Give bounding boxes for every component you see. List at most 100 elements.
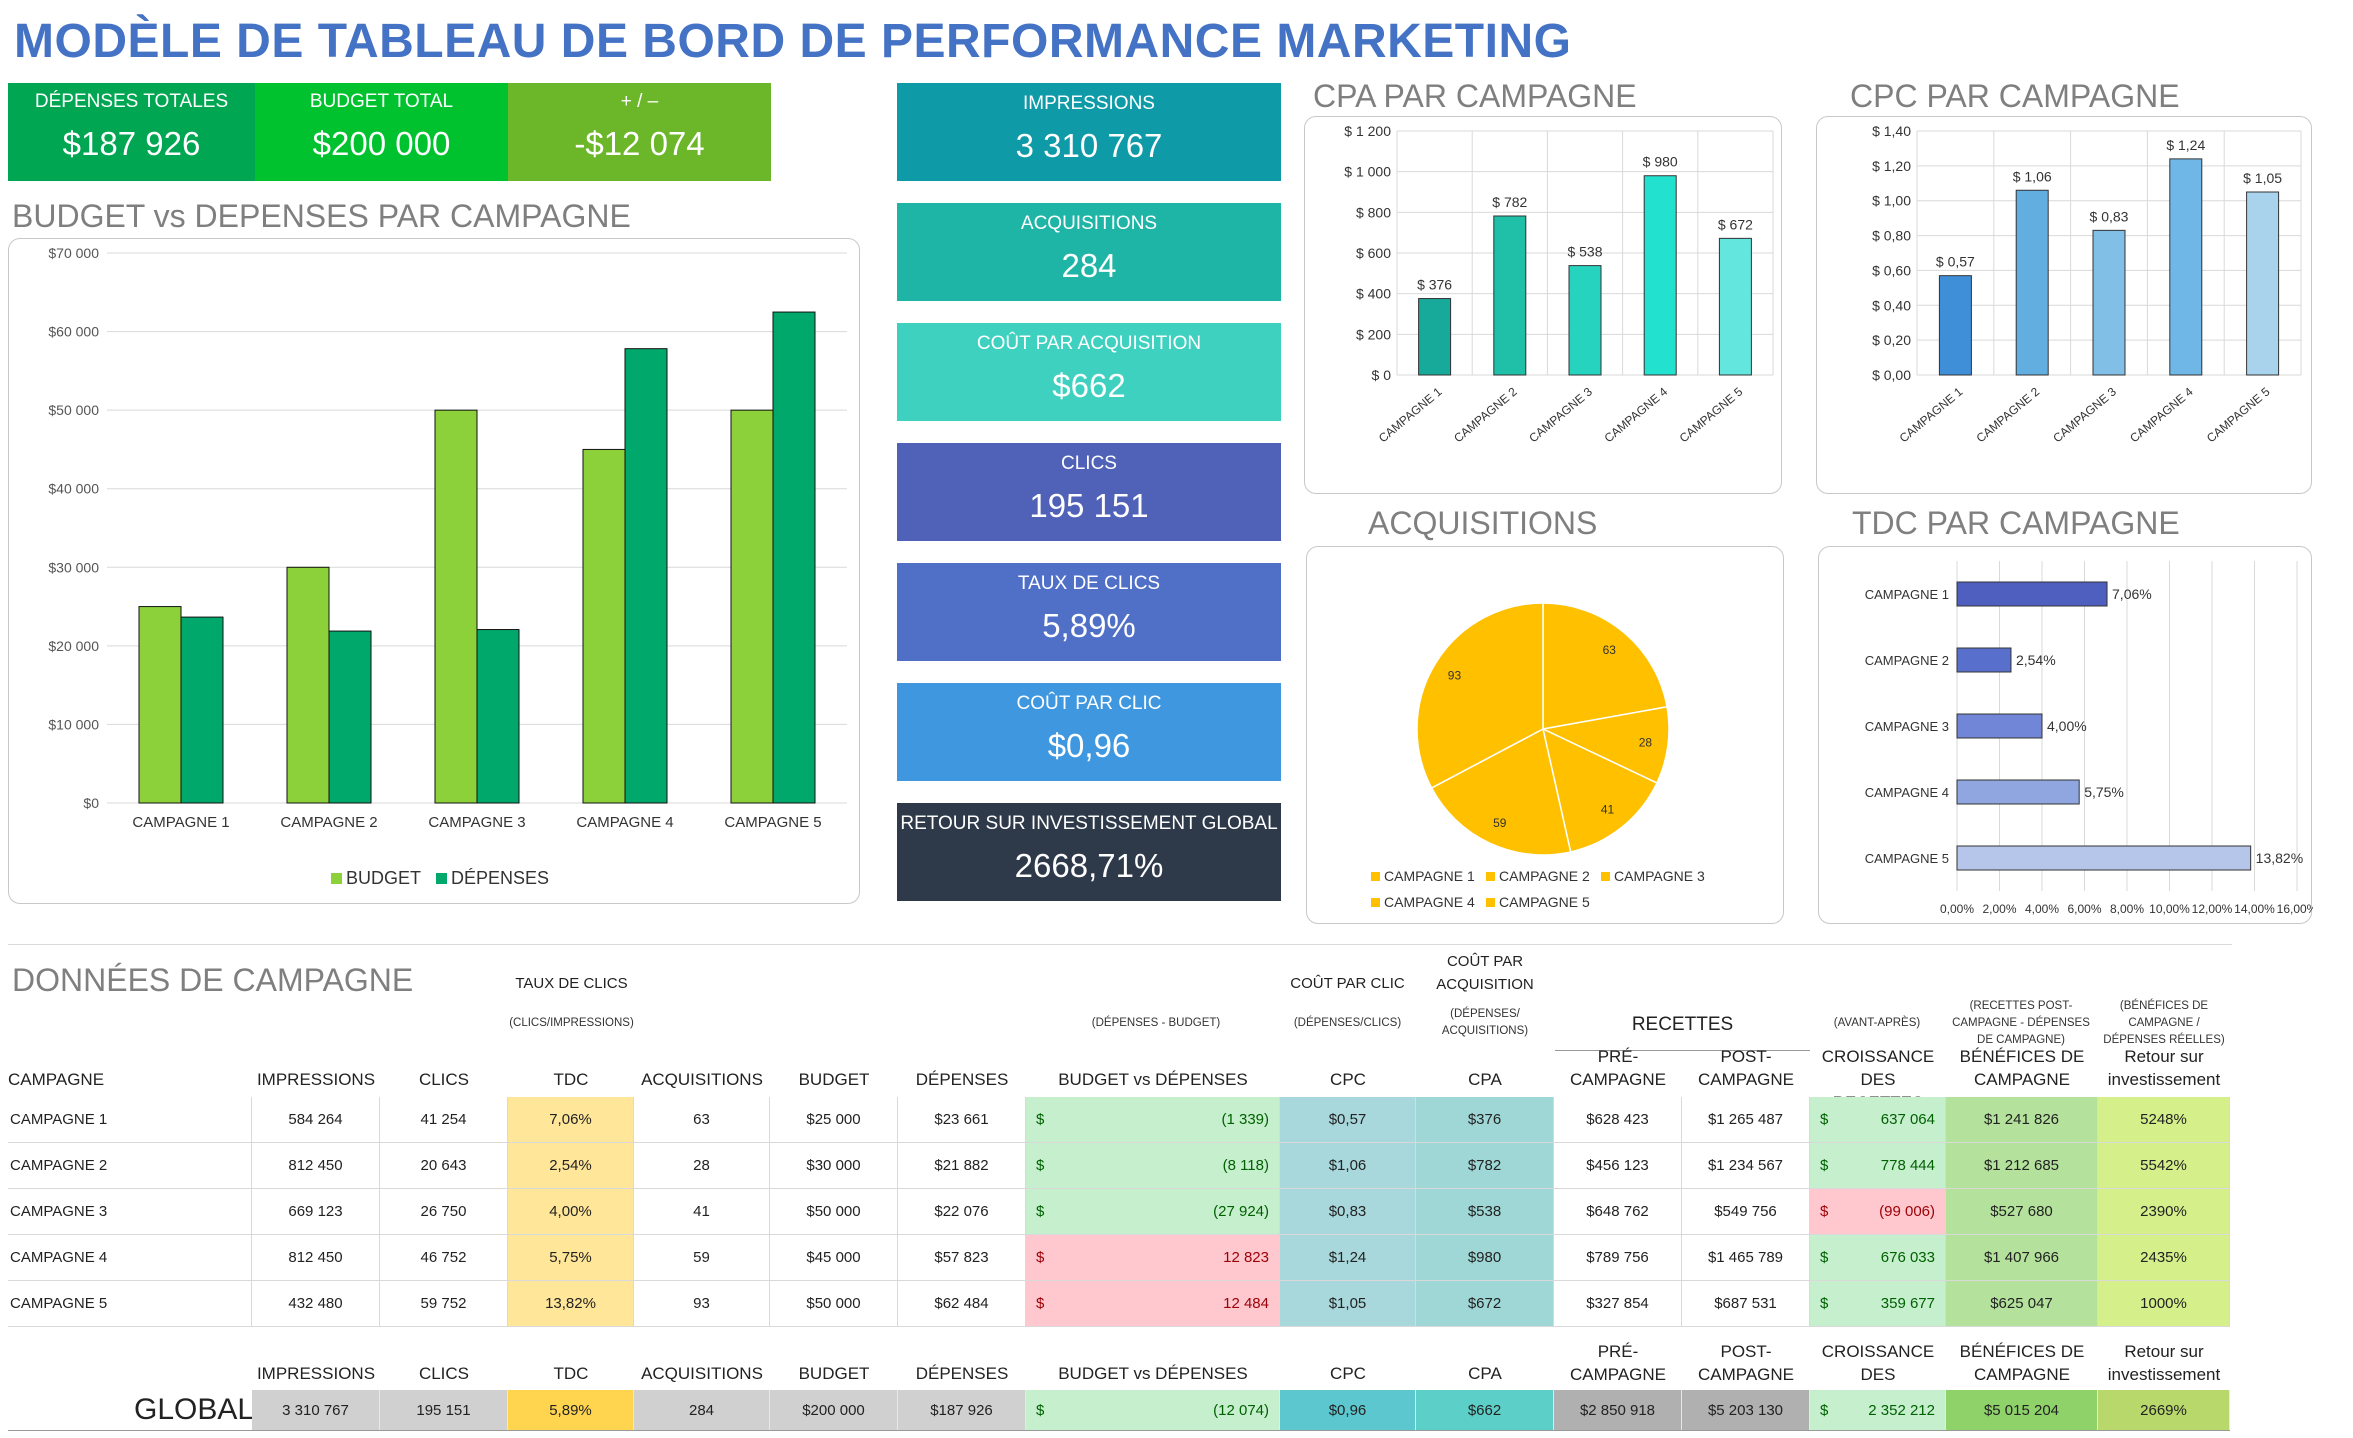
column-header: POST-CAMPAGNE	[1697, 1047, 1795, 1089]
data-label: 2,54%	[2016, 652, 2056, 668]
cell-value: (8 118)	[1222, 1157, 1269, 1174]
bar	[1956, 647, 2012, 673]
column-header: DÉPENSES	[915, 1070, 1009, 1089]
y-tick-label: $ 0,20	[1872, 332, 1911, 348]
column-header: BÉNÉFICES DE CAMPAGNE	[1959, 1047, 2085, 1089]
x-tick-label: 8,00%	[2110, 902, 2144, 916]
column-header: Retour sur investissement	[2107, 1047, 2221, 1089]
legend-label: CAMPAGNE 5	[1499, 894, 1590, 910]
data-label: $ 980	[1643, 154, 1678, 170]
x-tick-label: 14,00%	[2234, 902, 2275, 916]
section-title-cpa: CPA PAR CAMPAGNE	[1313, 78, 1637, 114]
global-cell: $ (12 074)	[1026, 1390, 1280, 1430]
currency-symbol: $	[1820, 1203, 1829, 1220]
cell-value: 12 484	[1223, 1295, 1269, 1312]
currency-symbol: $	[1036, 1249, 1045, 1266]
table-cell: $0,57	[1280, 1097, 1416, 1143]
cell-value: (1 339)	[1221, 1111, 1269, 1128]
y-tick-label: $60 000	[48, 324, 99, 340]
global-cell: 5,89%	[508, 1390, 634, 1430]
bar	[1493, 215, 1527, 376]
table-cell: $45 000	[770, 1235, 898, 1281]
table-cell: $ (27 924)	[1026, 1189, 1280, 1235]
cell-value: 12 823	[1223, 1249, 1269, 1266]
header-tdc-sub: (CLICS/IMPRESSIONS)	[509, 1017, 634, 1029]
y-tick-label: $40 000	[48, 481, 99, 497]
section-title-data: DONNÉES DE CAMPAGNE	[12, 962, 414, 998]
metric-label: CLICS	[1061, 453, 1117, 474]
metric-roi: RETOUR SUR INVESTISSEMENT GLOBAL 2668,71%	[897, 803, 1281, 901]
table-cell: 41 254	[380, 1097, 508, 1143]
table-cell: 5248%	[2098, 1097, 2230, 1143]
bar	[1956, 581, 2108, 607]
acquisitions-panel: 63 28 41 59 93 CAMPAGNE 1 CAMPAGNE 2 CAMPAGNE 3…	[1306, 546, 1784, 924]
table-cell: $625 047	[1946, 1281, 2098, 1327]
data-label: 7,06%	[2112, 586, 2152, 602]
global-cell: $0,96	[1280, 1390, 1416, 1430]
table-cell: 20 643	[380, 1143, 508, 1189]
data-label: $ 672	[1718, 216, 1753, 232]
slice-label: 41	[1601, 803, 1615, 817]
table-cell: $980	[1416, 1235, 1554, 1281]
bar	[1718, 237, 1752, 376]
table-cell: 4,00%	[508, 1189, 634, 1235]
table-cell: $30 000	[770, 1143, 898, 1189]
bar	[1956, 845, 2252, 871]
y-tick-label: $10 000	[48, 716, 99, 732]
bar-spend	[476, 629, 520, 804]
bar	[1568, 265, 1602, 376]
y-tick-label: $ 600	[1356, 245, 1391, 261]
legend-label: CAMPAGNE 1	[1384, 868, 1475, 884]
header-cpa-sub: (DÉPENSES/ ACQUISITIONS)	[1441, 1008, 1529, 1037]
metric-clicks: CLICS 195 151	[897, 443, 1281, 541]
legend-swatch	[331, 873, 342, 884]
slice-label: 28	[1639, 736, 1653, 750]
kpi-total-budget: BUDGET TOTAL $200 000	[255, 83, 508, 181]
currency-symbol: $	[1036, 1295, 1045, 1312]
table-cell: 93	[634, 1281, 770, 1327]
table-cell: $676 033	[1810, 1235, 1946, 1281]
y-tick-label: $ 1,20	[1872, 158, 1911, 174]
y-tick-label: $ 1 000	[1344, 164, 1391, 180]
global-column-header: BUDGET	[798, 1364, 870, 1383]
bar	[2092, 229, 2126, 376]
global-column-header: POST-CAMPAGNE	[1697, 1342, 1795, 1384]
y-tick-label: $ 800	[1356, 204, 1391, 220]
metric-label: ACQUISITIONS	[1020, 213, 1158, 234]
table-cell: $1,05	[1280, 1281, 1416, 1327]
pie-slice	[1541, 727, 1658, 853]
x-tick-label: CAMPAGNE 1	[132, 814, 229, 831]
metric-value: 3 310 767	[1015, 127, 1163, 164]
metric-value: 5,89%	[1042, 607, 1136, 644]
data-label: 5,75%	[2084, 784, 2124, 800]
table-cell: 7,06%	[508, 1097, 634, 1143]
global-underline	[8, 1430, 2230, 1431]
table-cell: $50 000	[770, 1281, 898, 1327]
legend-label: CAMPAGNE 2	[1499, 868, 1590, 884]
cpc-panel: $ 0,00 $ 0,20 $ 0,40 $ 0,60 $ 0,80 $ 1,00 $ 1,…	[1816, 116, 2312, 494]
table-cell: 812 450	[252, 1235, 380, 1281]
legend-swatch	[436, 873, 447, 884]
header-tdc-group: TAUX DE CLICS	[515, 975, 628, 992]
metric-value: $662	[1052, 367, 1126, 404]
section-title-budget-vs: BUDGET vs DEPENSES PAR CAMPAGNE	[12, 198, 631, 234]
currency-symbol: $	[1820, 1249, 1829, 1266]
bar	[1938, 275, 1972, 376]
table-cell: 5,75%	[508, 1235, 634, 1281]
global-column-header: BÉNÉFICES DE CAMPAGNE	[1959, 1342, 2085, 1384]
table-cell: 13,82%	[508, 1281, 634, 1327]
legend-label: DÉPENSES	[451, 868, 549, 888]
x-tick-label: 16,00%	[2277, 902, 2313, 916]
legend-swatch	[1486, 898, 1495, 907]
cell-value: 637 064	[1880, 1111, 1935, 1128]
y-tick-label: $ 1,40	[1872, 123, 1911, 139]
table-cell: CAMPAGNE 4	[8, 1235, 252, 1281]
table-cell: $549 756	[1682, 1189, 1810, 1235]
table-cell: $456 123	[1554, 1143, 1682, 1189]
bar	[2015, 189, 2049, 376]
table-cell: $672	[1416, 1281, 1554, 1327]
table-cell: 669 123	[252, 1189, 380, 1235]
table-cell: $1 241 826	[1946, 1097, 2098, 1143]
table-cell: $1,06	[1280, 1143, 1416, 1189]
section-title-cpc: CPC PAR CAMPAGNE	[1850, 78, 2180, 114]
